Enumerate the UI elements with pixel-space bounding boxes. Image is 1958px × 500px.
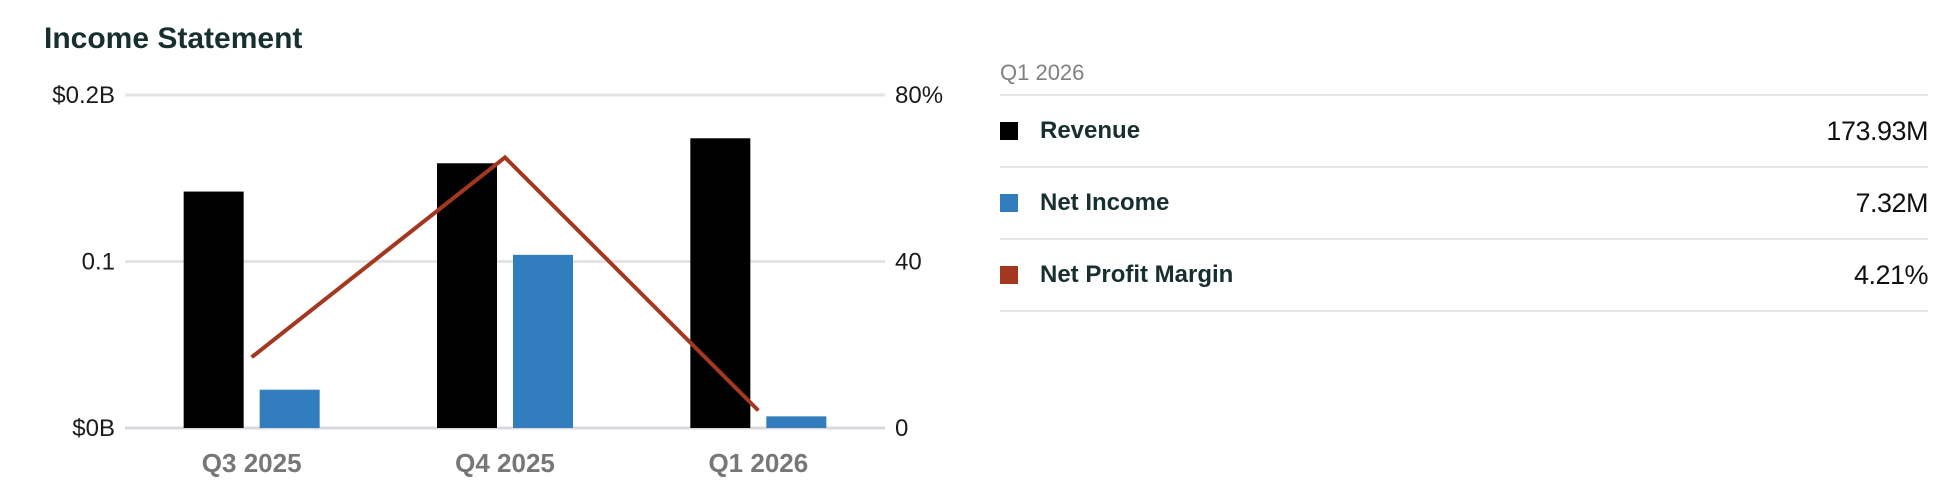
y-left-tick-label: $0.2B bbox=[52, 82, 115, 109]
legend-period: Q1 2026 bbox=[1000, 54, 1928, 96]
y-left-tick-label: 0.1 bbox=[82, 249, 115, 276]
net-income-swatch bbox=[1000, 194, 1018, 212]
legend-row-net-profit-margin[interactable]: Net Profit Margin 4.21% bbox=[1000, 240, 1928, 312]
revenue-swatch bbox=[1000, 122, 1018, 140]
y-right-tick-label: 0 bbox=[895, 415, 908, 442]
bar-revenue bbox=[184, 192, 244, 428]
legend-panel: Q1 2026 Revenue 173.93M Net Income 7.32M… bbox=[1000, 54, 1928, 312]
legend-value: 173.93M bbox=[1826, 116, 1928, 147]
x-tick-label: Q4 2025 bbox=[455, 448, 555, 478]
bar-net-income bbox=[260, 390, 320, 428]
legend-row-net-income[interactable]: Net Income 7.32M bbox=[1000, 168, 1928, 240]
y-right-tick-label: 40 bbox=[895, 249, 922, 276]
net-profit-margin-swatch bbox=[1000, 266, 1018, 284]
legend-row-revenue[interactable]: Revenue 173.93M bbox=[1000, 96, 1928, 168]
line-layer bbox=[252, 157, 759, 410]
y-left-tick-label: $0B bbox=[72, 415, 115, 442]
bar-net-income bbox=[513, 255, 573, 428]
legend-value: 4.21% bbox=[1854, 260, 1928, 291]
y-right-tick-label: 80% bbox=[895, 82, 943, 109]
bar-revenue bbox=[690, 138, 750, 428]
income-statement-chart: $0B 0.1 $0.2B 0 40 80% Q3 2025 Q4 2025 Q1 2026 bbox=[0, 0, 1000, 500]
legend-label: Net Income bbox=[1040, 189, 1855, 217]
bar-net-income bbox=[766, 416, 826, 428]
legend-value: 7.32M bbox=[1855, 188, 1928, 219]
line-net-profit-margin bbox=[252, 157, 759, 410]
legend-label: Revenue bbox=[1040, 117, 1826, 145]
x-tick-label: Q3 2025 bbox=[202, 448, 302, 478]
legend-label: Net Profit Margin bbox=[1040, 261, 1854, 289]
x-tick-label: Q1 2026 bbox=[708, 448, 808, 478]
